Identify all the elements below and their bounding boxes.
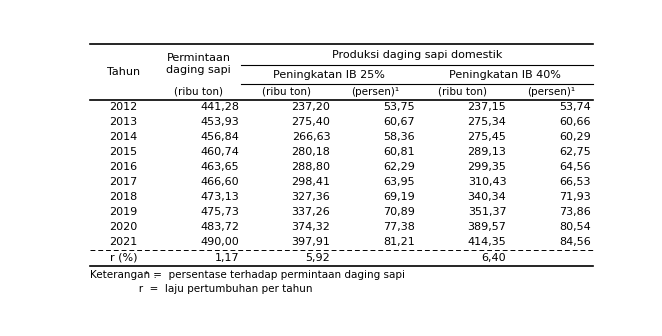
Text: 275,45: 275,45 bbox=[467, 132, 506, 142]
Text: 456,84: 456,84 bbox=[201, 132, 239, 142]
Text: 60,66: 60,66 bbox=[559, 117, 591, 127]
Text: 237,15: 237,15 bbox=[467, 102, 506, 112]
Text: (ribu ton): (ribu ton) bbox=[174, 87, 223, 97]
Text: Keterangan :: Keterangan : bbox=[91, 270, 161, 280]
Text: 463,65: 463,65 bbox=[201, 162, 239, 172]
Text: 64,56: 64,56 bbox=[559, 162, 591, 172]
Text: 298,41: 298,41 bbox=[291, 177, 330, 187]
Text: 81,21: 81,21 bbox=[383, 237, 415, 247]
Text: 2019: 2019 bbox=[109, 207, 138, 217]
Text: 2018: 2018 bbox=[109, 192, 138, 202]
Text: 6,40: 6,40 bbox=[482, 253, 506, 263]
Text: Peningkatan IB 25%: Peningkatan IB 25% bbox=[273, 70, 385, 80]
Text: 2016: 2016 bbox=[109, 162, 138, 172]
Text: 288,80: 288,80 bbox=[291, 162, 330, 172]
Text: 237,20: 237,20 bbox=[291, 102, 330, 112]
Text: 289,13: 289,13 bbox=[467, 147, 506, 157]
Text: 66,53: 66,53 bbox=[559, 177, 591, 187]
Text: 1,17: 1,17 bbox=[214, 253, 239, 263]
Text: (ribu ton): (ribu ton) bbox=[438, 87, 487, 97]
Text: 374,32: 374,32 bbox=[291, 222, 330, 232]
Text: Tahun: Tahun bbox=[107, 67, 140, 77]
Text: 2013: 2013 bbox=[109, 117, 138, 127]
Text: 2020: 2020 bbox=[109, 222, 138, 232]
Text: ¹: ¹ bbox=[144, 270, 148, 279]
Text: 310,43: 310,43 bbox=[468, 177, 506, 187]
Text: 77,38: 77,38 bbox=[383, 222, 415, 232]
Text: 80,54: 80,54 bbox=[559, 222, 591, 232]
Text: 351,37: 351,37 bbox=[468, 207, 506, 217]
Text: (ribu ton): (ribu ton) bbox=[262, 87, 311, 97]
Text: 73,86: 73,86 bbox=[559, 207, 591, 217]
Text: =  persentase terhadap permintaan daging sapi: = persentase terhadap permintaan daging … bbox=[150, 270, 405, 280]
Text: 389,57: 389,57 bbox=[467, 222, 506, 232]
Text: 275,34: 275,34 bbox=[467, 117, 506, 127]
Text: (persen)¹: (persen)¹ bbox=[527, 87, 575, 97]
Text: Produksi daging sapi domestik: Produksi daging sapi domestik bbox=[332, 50, 502, 60]
Text: (persen)¹: (persen)¹ bbox=[351, 87, 399, 97]
Text: 5,92: 5,92 bbox=[306, 253, 330, 263]
Text: 475,73: 475,73 bbox=[201, 207, 239, 217]
Text: 70,89: 70,89 bbox=[383, 207, 415, 217]
Text: 53,75: 53,75 bbox=[383, 102, 415, 112]
Text: 299,35: 299,35 bbox=[467, 162, 506, 172]
Text: 453,93: 453,93 bbox=[201, 117, 239, 127]
Text: Peningkatan IB 40%: Peningkatan IB 40% bbox=[449, 70, 561, 80]
Text: 63,95: 63,95 bbox=[383, 177, 415, 187]
Text: 62,75: 62,75 bbox=[559, 147, 591, 157]
Text: 62,29: 62,29 bbox=[383, 162, 415, 172]
Text: 60,81: 60,81 bbox=[383, 147, 415, 157]
Text: 340,34: 340,34 bbox=[467, 192, 506, 202]
Text: 483,72: 483,72 bbox=[200, 222, 239, 232]
Text: 84,56: 84,56 bbox=[559, 237, 591, 247]
Text: 490,00: 490,00 bbox=[201, 237, 239, 247]
Text: 60,67: 60,67 bbox=[383, 117, 415, 127]
Text: r  =  laju pertumbuhan per tahun: r = laju pertumbuhan per tahun bbox=[91, 284, 313, 294]
Text: 71,93: 71,93 bbox=[559, 192, 591, 202]
Text: 441,28: 441,28 bbox=[200, 102, 239, 112]
Text: 2015: 2015 bbox=[109, 147, 138, 157]
Text: 2021: 2021 bbox=[109, 237, 138, 247]
Text: 60,29: 60,29 bbox=[559, 132, 591, 142]
Text: 337,26: 337,26 bbox=[291, 207, 330, 217]
Text: 397,91: 397,91 bbox=[291, 237, 330, 247]
Text: 466,60: 466,60 bbox=[201, 177, 239, 187]
Text: 2017: 2017 bbox=[109, 177, 138, 187]
Text: 473,13: 473,13 bbox=[201, 192, 239, 202]
Text: 53,74: 53,74 bbox=[559, 102, 591, 112]
Text: 69,19: 69,19 bbox=[383, 192, 415, 202]
Text: 460,74: 460,74 bbox=[201, 147, 239, 157]
Text: r (%): r (%) bbox=[110, 253, 137, 263]
Text: 2012: 2012 bbox=[109, 102, 138, 112]
Text: 280,18: 280,18 bbox=[291, 147, 330, 157]
Text: 414,35: 414,35 bbox=[467, 237, 506, 247]
Text: 2014: 2014 bbox=[109, 132, 138, 142]
Text: 327,36: 327,36 bbox=[291, 192, 330, 202]
Text: 275,40: 275,40 bbox=[291, 117, 330, 127]
Text: 58,36: 58,36 bbox=[383, 132, 415, 142]
Text: 266,63: 266,63 bbox=[292, 132, 330, 142]
Text: Permintaan
daging sapi: Permintaan daging sapi bbox=[166, 53, 231, 75]
